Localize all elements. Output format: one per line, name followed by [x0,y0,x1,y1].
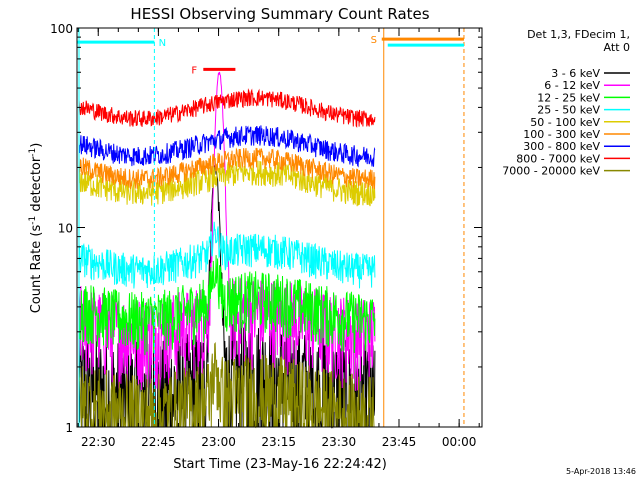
x-tick-label: 23:00 [201,435,236,449]
x-axis-ticks: 22:30 22:45 23:00 23:15 23:30 23:45 00:00 [77,28,480,449]
annotations: N F S [77,28,465,427]
y-tick-label: 10 [58,222,73,236]
y-axis-label-part3: ) [29,143,44,148]
annotation-label: N [159,38,166,49]
legend-label: 800 - 7000 keV [516,152,600,165]
legend-label: 7000 - 20000 keV [502,165,600,178]
y-axis-label-part2: detector [29,156,44,216]
legend-label: 25 - 50 keV [537,104,600,117]
series-line [78,160,376,207]
y-axis-label: Count Rate (s-1 detector-1) [28,143,44,314]
y-axis-ticks: 1 10 100 [50,22,482,435]
y-axis-label-sup2: -1 [28,148,38,157]
x-tick-label: 23:30 [322,435,357,449]
y-tick-label: 100 [50,22,73,36]
x-tick-label: 23:15 [261,435,296,449]
x-axis-label: Start Time (23-May-16 22:24:42) [173,457,387,472]
legend-label: 12 - 25 keV [537,91,600,104]
series-line [78,147,376,190]
legend-label: 50 - 100 keV [530,116,600,129]
series-line [78,88,376,128]
series-lines [78,71,376,429]
plot-area: NFS 22:30 22:45 23:00 23:15 23:30 23:45 00:00 … [50,22,483,449]
series-line [78,221,376,289]
x-tick-label: 22:30 [81,435,116,449]
footer-timestamp: 5-Apr-2018 13:46 [566,467,636,476]
series-line [78,255,376,356]
annotation-label: F [191,65,197,76]
legend-label: 100 - 300 keV [523,128,600,141]
legend-header-2: Att 0 [604,41,630,54]
legend-label: 3 - 6 keV [551,67,600,80]
legend-label: 6 - 12 keV [544,79,600,92]
x-tick-label: 22:45 [141,435,176,449]
x-tick-label: 00:00 [442,435,477,449]
legend-header-1: Det 1,3, FDecim 1, [527,28,630,41]
y-tick-label: 1 [65,421,73,435]
y-axis-label-part1: Count Rate (s [29,225,44,314]
annotation-label: S [371,35,377,46]
series-line [78,125,376,168]
series-line [78,163,376,429]
chart-title: HESSI Observing Summary Count Rates [130,5,429,23]
y-axis-label-sup1: -1 [28,216,38,225]
x-tick-label: 23:45 [382,435,417,449]
legend-label: 300 - 800 keV [523,140,600,153]
